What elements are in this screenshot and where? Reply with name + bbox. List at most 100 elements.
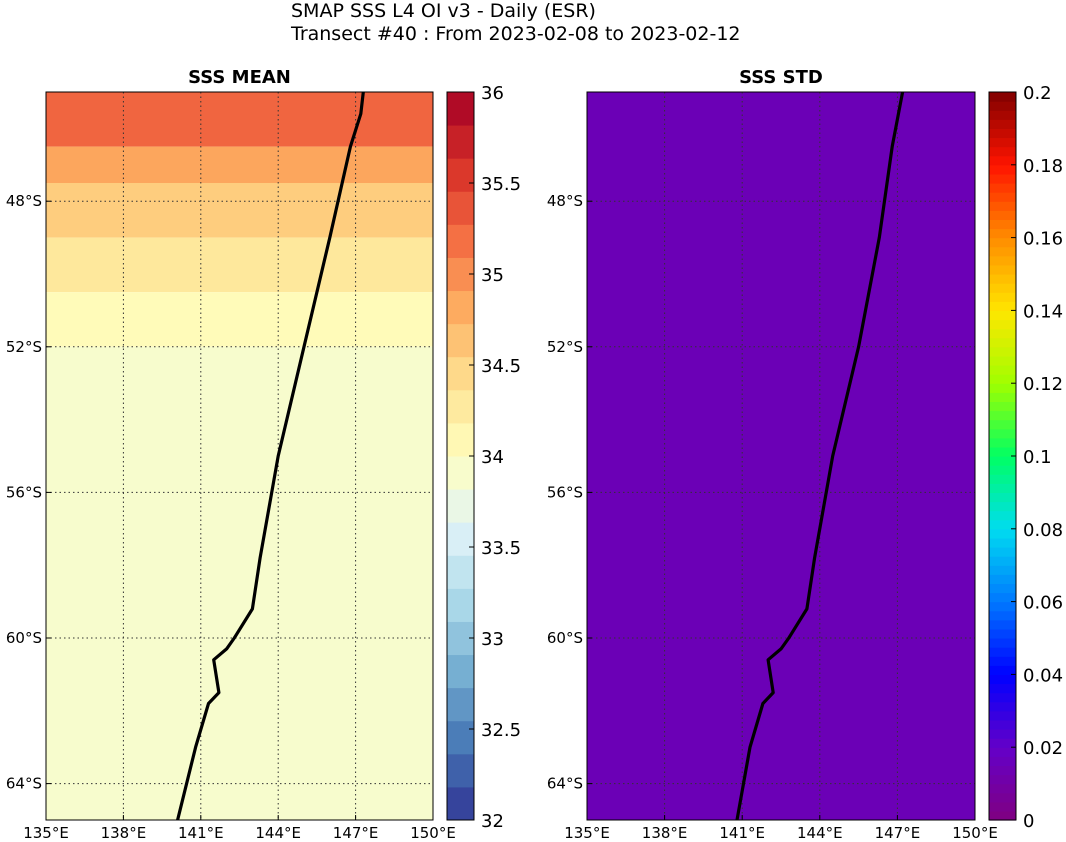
colorbar-segment <box>989 401 1016 412</box>
colorbar-segment <box>989 710 1016 721</box>
colorbar-segment <box>989 701 1016 712</box>
colorbar-segment <box>447 125 474 159</box>
axes-frame <box>45 91 434 821</box>
colorbar-segment <box>447 555 474 589</box>
colorbar-segment <box>989 647 1016 657</box>
colorbar-segment <box>989 456 1016 466</box>
colorbar-segment <box>989 283 1016 293</box>
salinity-zone <box>46 183 433 238</box>
colorbar-tick-label: 0.2 <box>1023 83 1052 104</box>
colorbar-segment <box>989 437 1016 448</box>
colorbar-segment <box>989 183 1016 193</box>
x-tick-label: 150°E <box>952 824 998 842</box>
colorbar-tick-label: 0.1 <box>1023 447 1052 468</box>
colorbar-segment <box>989 537 1016 548</box>
colorbar-tick-label: 33 <box>481 629 504 650</box>
colorbar-tick-label: 0.14 <box>1023 301 1063 322</box>
colorbar-segment <box>989 519 1016 530</box>
colorbar-segment <box>989 301 1016 311</box>
colorbar-segment <box>989 219 1016 230</box>
colorbar-segment <box>989 683 1016 694</box>
colorbar-tick-label: 32.5 <box>481 720 521 741</box>
y-tick-label: 64°S <box>6 775 42 793</box>
y-tick-label: 64°S <box>547 775 583 793</box>
y-tick-label: 60°S <box>547 629 583 647</box>
colorbar-segment <box>447 158 474 192</box>
colorbar-tick-label: 36 <box>481 83 504 104</box>
colorbar-segment <box>989 483 1016 493</box>
colorbar-segment <box>989 337 1016 348</box>
figure-title-line2: Transect #40 : From 2023-02-08 to 2023-0… <box>290 23 741 45</box>
colorbar-tick-label: 35 <box>481 265 504 286</box>
x-tick-label: 147°E <box>333 824 379 842</box>
colorbar-tick-label: 32 <box>481 811 504 832</box>
figure-title-line1: SMAP SSS L4 OI v3 - Daily (ESR) <box>291 0 596 22</box>
colorbar-segment <box>989 355 1016 366</box>
colorbar-segment <box>447 489 474 523</box>
colorbar-tick-label: 0.12 <box>1023 374 1063 395</box>
colorbar-segment <box>989 792 1016 803</box>
panel-title: SSS STD <box>739 67 823 88</box>
colorbar-segment <box>447 191 474 225</box>
y-tick-label: 56°S <box>547 483 583 501</box>
salinity-zone <box>46 346 433 820</box>
x-tick-label: 135°E <box>23 824 69 842</box>
colorbar-segment <box>989 665 1016 675</box>
x-tick-label: 138°E <box>642 824 688 842</box>
colorbar-segment <box>989 237 1016 248</box>
colorbar-segment <box>989 328 1016 339</box>
x-tick-label: 144°E <box>255 824 301 842</box>
colorbar-segment <box>989 501 1016 512</box>
x-tick-label: 135°E <box>564 824 610 842</box>
colorbar-segment <box>989 656 1016 666</box>
colorbar-segment <box>989 610 1016 621</box>
colorbar-segment <box>447 654 474 689</box>
y-tick-label: 52°S <box>547 338 583 356</box>
colorbar-tick-label: 0.08 <box>1023 520 1063 541</box>
salinity-zone <box>46 237 433 293</box>
colorbar-segment <box>989 619 1016 630</box>
colorbar-segment <box>447 92 474 126</box>
colorbar-segment <box>447 389 474 424</box>
colorbar-segment <box>989 192 1016 202</box>
colorbar-segment <box>989 674 1016 685</box>
colorbar-segment <box>989 756 1016 766</box>
colorbar-segment <box>989 601 1016 612</box>
colorbar-segment <box>989 765 1016 776</box>
colorbar-segment <box>989 264 1016 275</box>
colorbar-segment <box>989 556 1016 566</box>
colorbar-segment <box>989 210 1016 220</box>
colorbar-segment <box>989 255 1016 266</box>
colorbar-tick-label: 0.16 <box>1023 229 1063 250</box>
colorbar-segment <box>989 747 1016 757</box>
colorbar-segment <box>989 410 1016 421</box>
salinity-zone <box>46 146 433 183</box>
x-tick-label: 147°E <box>875 824 921 842</box>
colorbar-segment <box>989 365 1016 375</box>
colorbar-segment <box>989 547 1016 557</box>
colorbar-tick-label: 0 <box>1023 811 1034 832</box>
colorbar-tick-label: 0.02 <box>1023 738 1063 759</box>
axes-frame <box>586 91 976 821</box>
colorbar-segment <box>447 522 474 556</box>
colorbar-tick-label: 0.18 <box>1023 156 1063 177</box>
colorbar-segment <box>989 146 1016 157</box>
y-tick-label: 60°S <box>6 629 42 647</box>
colorbar-segment <box>989 92 1016 102</box>
colorbar-segment <box>989 310 1016 321</box>
colorbar-segment <box>989 128 1016 139</box>
colorbar-segment <box>447 753 474 788</box>
colorbar-segment <box>989 110 1016 120</box>
colorbar-segment <box>989 465 1016 475</box>
colorbar-segment <box>447 323 474 358</box>
colorbar-segment <box>989 565 1016 575</box>
colorbar-segment <box>989 319 1016 330</box>
colorbar-segment <box>989 638 1016 648</box>
colorbar-segment <box>989 155 1016 166</box>
colorbar-segment <box>989 292 1016 302</box>
transect-line <box>735 91 905 821</box>
colorbar-segment <box>989 628 1016 639</box>
colorbar-segment <box>989 346 1016 357</box>
colorbar-tick-label: 33.5 <box>481 538 521 559</box>
panel-title: SSS MEAN <box>188 67 291 88</box>
